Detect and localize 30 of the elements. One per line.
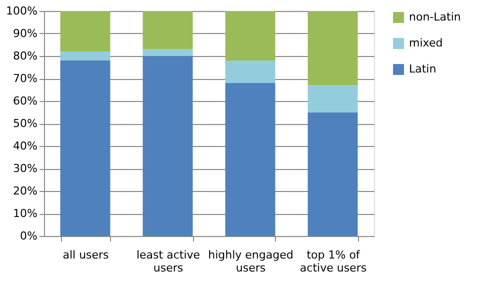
bar — [60, 60, 110, 236]
y-tick-label: 60% — [13, 94, 38, 108]
y-tick-label: 10% — [13, 207, 38, 220]
y-tick-label: 40% — [13, 140, 38, 152]
y-tick-label: 0% — [20, 230, 38, 242]
bar — [60, 11, 110, 52]
y-tick-label: 90% — [13, 27, 38, 40]
legend-label: Latin — [409, 62, 436, 76]
y-tick-label: 30% — [13, 162, 38, 175]
bar — [225, 60, 276, 83]
x-tick-label: all users — [62, 248, 110, 262]
bar — [308, 11, 358, 86]
legend-label: mixed — [409, 36, 443, 50]
y-tick-label: 70% — [13, 72, 38, 85]
x-tick-label: least active users — [136, 248, 200, 274]
bar — [142, 11, 193, 50]
bar — [142, 49, 193, 56]
y-tick-label: 20% — [13, 184, 38, 198]
bar — [225, 11, 276, 60]
y-tick-label: 50% — [13, 117, 38, 130]
y-tick-label: 100% — [6, 4, 38, 18]
bar — [225, 83, 276, 236]
bar — [60, 52, 110, 60]
legend-label: non-Latin — [409, 10, 461, 24]
bar — [308, 112, 358, 236]
bar — [142, 56, 193, 236]
x-tick-label: highly engaged users — [208, 248, 294, 274]
x-tick-label: top 1% of active users — [300, 248, 367, 274]
bar — [308, 85, 358, 112]
y-tick-label: 80% — [13, 50, 38, 62]
